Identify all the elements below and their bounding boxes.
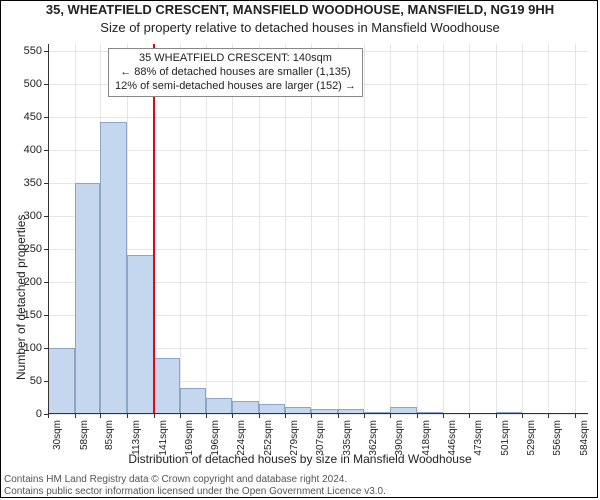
x-tick-mark <box>338 414 339 418</box>
x-tick-label: 335sqm <box>342 420 353 456</box>
gridline-v <box>180 44 181 414</box>
gridline-h <box>48 414 588 415</box>
x-tick-mark <box>48 414 49 418</box>
histogram-bar <box>100 122 127 414</box>
x-tick-label: 307sqm <box>315 420 326 456</box>
gridline-v <box>522 44 523 414</box>
gridline-v <box>443 44 444 414</box>
gridline-h <box>48 117 588 118</box>
y-axis-line <box>48 44 49 414</box>
x-tick-label: 418sqm <box>421 420 432 456</box>
y-tick-label: 50 <box>30 375 48 387</box>
annotation-line: 12% of semi-detached houses are larger (… <box>115 80 356 94</box>
reference-line <box>153 44 155 414</box>
gridline-v <box>496 44 497 414</box>
gridline-h <box>48 150 588 151</box>
x-tick-label: 501sqm <box>500 420 511 456</box>
gridline-h <box>48 249 588 250</box>
histogram-bar <box>180 388 206 414</box>
x-tick-mark <box>259 414 260 418</box>
annotation-line: 35 WHEATFIELD CRESCENT: 140sqm <box>115 52 356 66</box>
gridline-v <box>311 44 312 414</box>
chart-plot-area: 05010015020025030035040045050055030sqm58… <box>48 44 588 414</box>
gridline-v <box>364 44 365 414</box>
x-tick-mark <box>154 414 155 418</box>
x-tick-mark <box>469 414 470 418</box>
y-tick-label: 550 <box>24 45 48 57</box>
annotation-box: 35 WHEATFIELD CRESCENT: 140sqm← 88% of d… <box>108 48 363 97</box>
y-tick-label: 100 <box>24 342 48 354</box>
gridline-h <box>48 183 588 184</box>
x-axis-line <box>48 413 588 414</box>
x-tick-label: 584sqm <box>579 420 590 456</box>
x-tick-label: 113sqm <box>131 420 142 455</box>
y-tick-label: 250 <box>24 243 48 255</box>
x-axis-label: Distribution of detached houses by size … <box>0 452 600 466</box>
x-tick-label: 390sqm <box>394 420 405 456</box>
footer-line-1: Contains HM Land Registry data © Crown c… <box>4 474 386 486</box>
gridline-v <box>285 44 286 414</box>
x-tick-mark <box>232 414 233 418</box>
x-tick-mark <box>180 414 181 418</box>
histogram-bar <box>206 398 233 414</box>
x-tick-mark <box>127 414 128 418</box>
page-title-2: Size of property relative to detached ho… <box>0 20 600 35</box>
histogram-bar <box>127 255 154 414</box>
x-tick-mark <box>206 414 207 418</box>
gridline-v <box>206 44 207 414</box>
x-tick-label: 169sqm <box>184 420 195 456</box>
y-axis-label: Number of detached properties <box>14 215 28 380</box>
x-tick-mark <box>443 414 444 418</box>
x-tick-mark <box>390 414 391 418</box>
y-tick-label: 150 <box>24 309 48 321</box>
page: 35, WHEATFIELD CRESCENT, MANSFIELD WOODH… <box>0 0 600 500</box>
gridline-v <box>575 44 576 414</box>
gridline-v <box>232 44 233 414</box>
x-tick-label: 58sqm <box>79 420 90 450</box>
gridline-v <box>548 44 549 414</box>
x-tick-mark <box>522 414 523 418</box>
y-tick-label: 300 <box>24 210 48 222</box>
gridline-v <box>469 44 470 414</box>
x-tick-mark <box>311 414 312 418</box>
y-tick-label: 450 <box>24 111 48 123</box>
gridline-v <box>259 44 260 414</box>
x-tick-label: 196sqm <box>210 420 221 456</box>
footer-attribution: Contains HM Land Registry data © Crown c… <box>4 474 386 498</box>
x-tick-mark <box>364 414 365 418</box>
x-tick-label: 85sqm <box>104 420 115 450</box>
x-tick-mark <box>285 414 286 418</box>
y-tick-label: 0 <box>36 408 48 420</box>
histogram-bar <box>154 358 181 414</box>
footer-line-2: Contains public sector information licen… <box>4 486 386 498</box>
x-tick-mark <box>417 414 418 418</box>
x-tick-label: 252sqm <box>263 420 274 456</box>
x-tick-label: 224sqm <box>236 420 247 456</box>
x-tick-label: 556sqm <box>552 420 563 456</box>
gridline-v <box>338 44 339 414</box>
x-tick-label: 30sqm <box>52 420 63 450</box>
y-tick-label: 400 <box>24 144 48 156</box>
x-tick-mark <box>548 414 549 418</box>
y-tick-label: 350 <box>24 177 48 189</box>
y-tick-label: 200 <box>24 276 48 288</box>
gridline-v <box>417 44 418 414</box>
gridline-v <box>390 44 391 414</box>
x-tick-label: 141sqm <box>158 420 169 456</box>
page-title-1: 35, WHEATFIELD CRESCENT, MANSFIELD WOODH… <box>0 2 600 17</box>
x-tick-label: 473sqm <box>473 420 484 456</box>
histogram-bar <box>75 183 101 414</box>
x-tick-mark <box>100 414 101 418</box>
gridline-h <box>48 216 588 217</box>
x-tick-label: 446sqm <box>447 420 458 456</box>
x-tick-mark <box>75 414 76 418</box>
x-tick-mark <box>575 414 576 418</box>
x-tick-label: 362sqm <box>368 420 379 456</box>
histogram-bar <box>48 348 75 414</box>
y-tick-label: 500 <box>24 78 48 90</box>
x-tick-label: 529sqm <box>526 420 537 456</box>
annotation-line: ← 88% of detached houses are smaller (1,… <box>115 66 356 80</box>
x-tick-label: 279sqm <box>289 420 300 456</box>
x-tick-mark <box>496 414 497 418</box>
